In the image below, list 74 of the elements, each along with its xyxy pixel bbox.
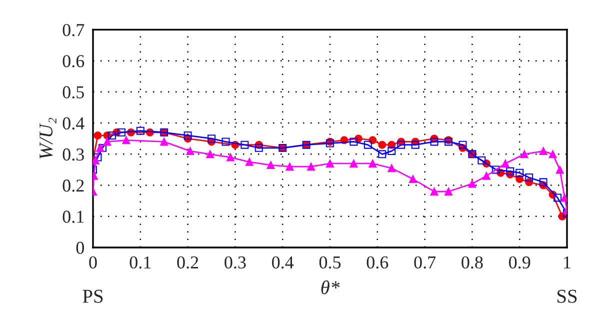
point bbox=[368, 160, 377, 168]
point bbox=[539, 147, 548, 156]
point bbox=[516, 168, 524, 177]
point bbox=[186, 147, 194, 156]
x-tick-label: 0.7 bbox=[414, 256, 436, 269]
y-tick-label: 0.7 bbox=[62, 24, 84, 36]
point bbox=[378, 150, 386, 158]
y-tick-label: 0.1 bbox=[62, 210, 84, 223]
point bbox=[326, 160, 334, 168]
x-tick-label: 0.5 bbox=[319, 256, 341, 269]
point bbox=[520, 150, 528, 158]
point bbox=[160, 138, 168, 146]
point bbox=[397, 140, 406, 149]
point bbox=[539, 178, 548, 186]
y-tick-label: 0 bbox=[76, 242, 84, 254]
point bbox=[350, 138, 358, 146]
point bbox=[554, 194, 562, 202]
point bbox=[208, 134, 216, 143]
point bbox=[458, 140, 467, 149]
text: SS bbox=[557, 290, 577, 303]
x-tick-label: 0.2 bbox=[177, 256, 198, 269]
point bbox=[108, 131, 116, 140]
x-tick-label: 0.6 bbox=[366, 256, 388, 269]
point bbox=[94, 153, 102, 162]
point bbox=[266, 161, 275, 170]
x-tick-label: 1 bbox=[564, 256, 570, 268]
point bbox=[378, 140, 386, 149]
point bbox=[364, 140, 372, 149]
point bbox=[222, 138, 230, 146]
point bbox=[122, 136, 130, 144]
point bbox=[307, 162, 316, 171]
x-tick-label: 0.4 bbox=[272, 256, 294, 269]
y-tick-label: 0.5 bbox=[62, 86, 84, 98]
point bbox=[350, 160, 358, 168]
point bbox=[430, 188, 438, 196]
x-tick-label: 0.3 bbox=[224, 256, 246, 269]
point bbox=[245, 158, 254, 166]
point bbox=[117, 128, 126, 136]
point bbox=[478, 156, 486, 164]
y-tick-label: 0.6 bbox=[62, 55, 84, 68]
point bbox=[206, 150, 214, 158]
point bbox=[468, 180, 476, 188]
point bbox=[444, 188, 452, 196]
point bbox=[556, 166, 564, 174]
point bbox=[388, 147, 396, 156]
point bbox=[388, 164, 396, 172]
point bbox=[492, 166, 500, 174]
x-tick-label: 0.8 bbox=[462, 256, 483, 269]
point bbox=[136, 126, 144, 135]
point bbox=[506, 167, 514, 176]
x-tick-label: 0.9 bbox=[509, 256, 530, 269]
text: PS bbox=[82, 290, 103, 303]
y-tick-label: 0.3 bbox=[62, 148, 84, 161]
point bbox=[430, 138, 438, 146]
point bbox=[525, 174, 534, 182]
x-axis-title: θ* bbox=[321, 280, 340, 294]
point bbox=[184, 131, 192, 140]
point bbox=[103, 138, 112, 146]
point bbox=[482, 172, 490, 180]
point bbox=[548, 150, 557, 158]
point bbox=[254, 144, 263, 152]
point bbox=[226, 153, 234, 162]
y-tick-label: 0.4 bbox=[62, 117, 84, 130]
x-tick-label: 0 bbox=[89, 256, 97, 269]
point bbox=[286, 162, 294, 171]
point bbox=[96, 144, 104, 152]
point bbox=[94, 131, 102, 140]
x-tick-label: 0.1 bbox=[130, 256, 151, 269]
point bbox=[411, 140, 420, 149]
y-axis-title: W/U₂ bbox=[40, 118, 56, 159]
y-tick-label: 0.2 bbox=[62, 180, 84, 192]
point bbox=[408, 175, 417, 184]
point bbox=[501, 160, 510, 168]
point bbox=[240, 140, 249, 149]
